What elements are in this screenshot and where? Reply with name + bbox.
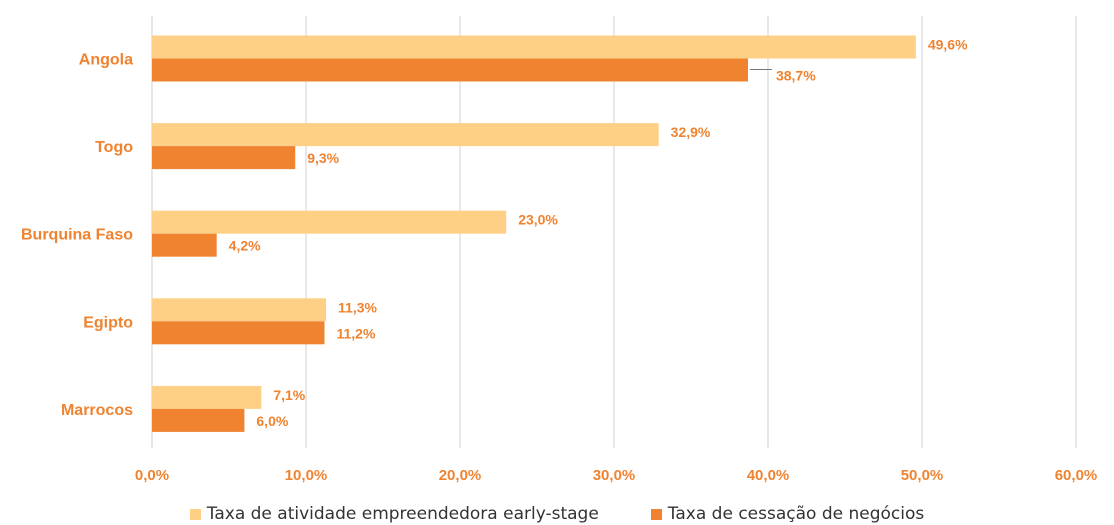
data-label-cessacao: 38,7% [776, 68, 816, 84]
bar-cessacao [152, 233, 217, 257]
bar-cessacao [152, 146, 296, 170]
x-tick-label: 40,0% [747, 467, 790, 484]
data-label-early-stage: 32,9% [671, 124, 711, 140]
bar-cessacao [152, 58, 748, 82]
category-label: Burquina Faso [21, 227, 133, 244]
data-label-early-stage: 11,3% [338, 299, 377, 315]
legend-swatch-early-stage [189, 508, 201, 520]
x-tick-label: 0,0% [135, 467, 169, 484]
bar-early-stage [152, 385, 262, 409]
x-tick-label: 20,0% [439, 467, 482, 484]
category-label: Marrocos [61, 402, 133, 419]
bar-early-stage [152, 123, 659, 147]
x-tick-label: 10,0% [285, 467, 328, 484]
bar-early-stage [152, 210, 507, 234]
legend-label-early-stage: Taxa de atividade empreendedora early-st… [206, 504, 599, 524]
category-label: Egipto [83, 314, 133, 331]
bar-chart: 0,0% 10,0% 20,0% 30,0% 40,0% 50,0% 60,0% Angola… [21, 16, 1098, 484]
legend-item-early-stage: Taxa de atividade empreendedora early-st… [189, 504, 599, 524]
data-label-cessacao: 4,2% [229, 238, 261, 254]
data-label-early-stage: 49,6% [928, 37, 968, 53]
legend-swatch-cessacao [650, 508, 662, 520]
category-label: Togo [95, 139, 133, 156]
data-label-cessacao: 6,0% [256, 413, 288, 429]
data-label-early-stage: 23,0% [518, 212, 558, 228]
bar-cessacao [152, 321, 325, 345]
bar-early-stage [152, 298, 327, 322]
bar-early-stage [152, 35, 916, 59]
x-tick-label: 30,0% [593, 467, 636, 484]
x-tick-label: 50,0% [901, 467, 944, 484]
legend-label-cessacao: Taxa de cessação de negócios [667, 504, 925, 524]
data-label-cessacao: 9,3% [307, 150, 339, 166]
data-label-cessacao: 11,2% [336, 325, 375, 341]
chart-legend: Taxa de atividade empreendedora early-st… [0, 504, 1114, 524]
legend-item-cessacao: Taxa de cessação de negócios [650, 504, 925, 524]
category-label: Angola [79, 52, 133, 69]
bar-cessacao [152, 408, 245, 432]
x-tick-label: 60,0% [1055, 467, 1098, 484]
data-label-early-stage: 7,1% [273, 387, 305, 403]
